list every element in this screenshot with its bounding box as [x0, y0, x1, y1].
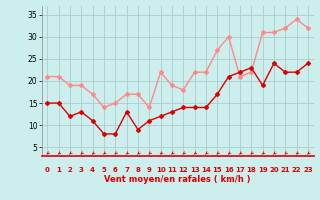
X-axis label: Vent moyen/en rafales ( km/h ): Vent moyen/en rafales ( km/h ) [104, 174, 251, 184]
